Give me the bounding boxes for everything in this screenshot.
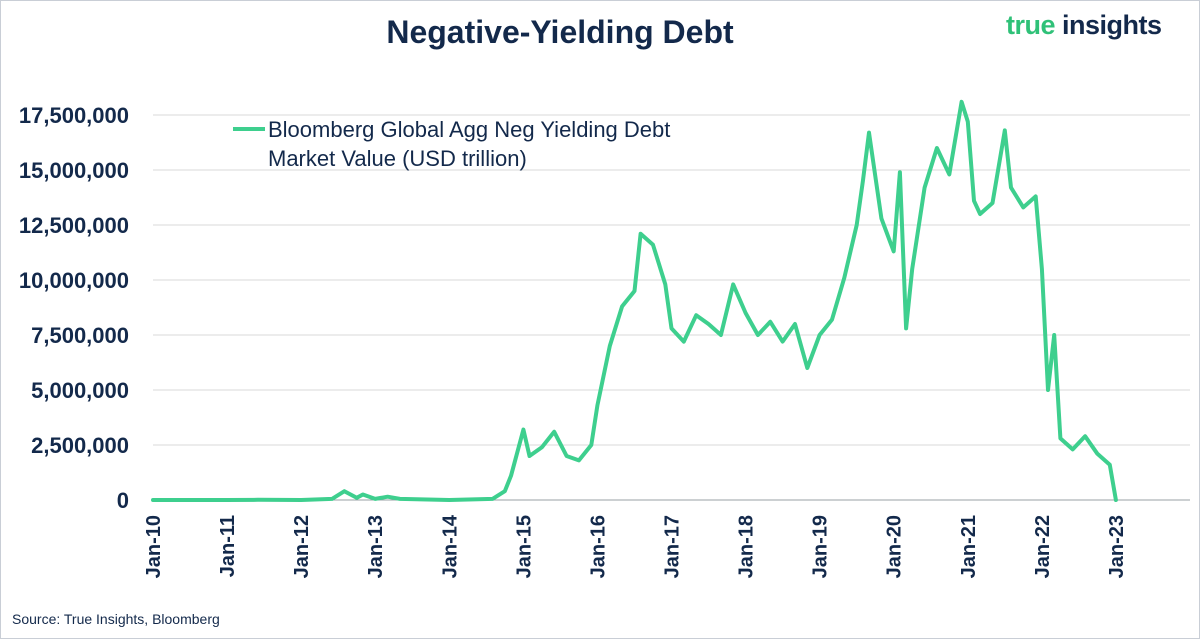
x-tick-label: Jan-14 bbox=[439, 514, 461, 578]
x-tick-label: Jan-13 bbox=[365, 515, 387, 578]
source-note: Source: True Insights, Bloomberg bbox=[12, 611, 220, 627]
y-tick-label: 0 bbox=[117, 488, 129, 513]
y-tick-label: 7,500,000 bbox=[31, 323, 129, 348]
y-tick-label: 2,500,000 bbox=[31, 433, 129, 458]
legend-label-line1: Bloomberg Global Agg Neg Yielding Debt bbox=[268, 117, 670, 142]
x-tick-label: Jan-11 bbox=[217, 515, 239, 577]
x-tick-label: Jan-17 bbox=[662, 515, 684, 578]
x-tick-label: Jan-23 bbox=[1106, 515, 1128, 578]
x-tick-label: Jan-15 bbox=[513, 515, 535, 578]
y-tick-label: 15,000,000 bbox=[19, 158, 129, 183]
series-line bbox=[151, 99, 1118, 502]
x-tick-label: Jan-12 bbox=[291, 515, 313, 578]
brand-part-insights: insights bbox=[1062, 10, 1162, 40]
x-tick-label: Jan-20 bbox=[884, 515, 906, 578]
x-tick-label: Jan-18 bbox=[736, 515, 758, 578]
chart-title: Negative-Yielding Debt bbox=[386, 14, 734, 50]
y-tick-label: 12,500,000 bbox=[19, 213, 129, 238]
legend-label-line2: Market Value (USD trillion) bbox=[268, 146, 527, 171]
x-tick-label: Jan-10 bbox=[143, 515, 165, 578]
brand-logo: true insights bbox=[1006, 10, 1162, 41]
y-tick-label: 5,000,000 bbox=[31, 378, 129, 403]
brand-part-true: true bbox=[1006, 10, 1056, 40]
y-tick-label: 10,000,000 bbox=[19, 268, 129, 293]
x-tick-label: Jan-21 bbox=[958, 515, 980, 578]
y-tick-label: 17,500,000 bbox=[19, 103, 129, 128]
x-tick-label: Jan-22 bbox=[1032, 515, 1054, 578]
x-tick-label: Jan-16 bbox=[587, 515, 609, 578]
x-tick-label: Jan-19 bbox=[810, 515, 832, 578]
